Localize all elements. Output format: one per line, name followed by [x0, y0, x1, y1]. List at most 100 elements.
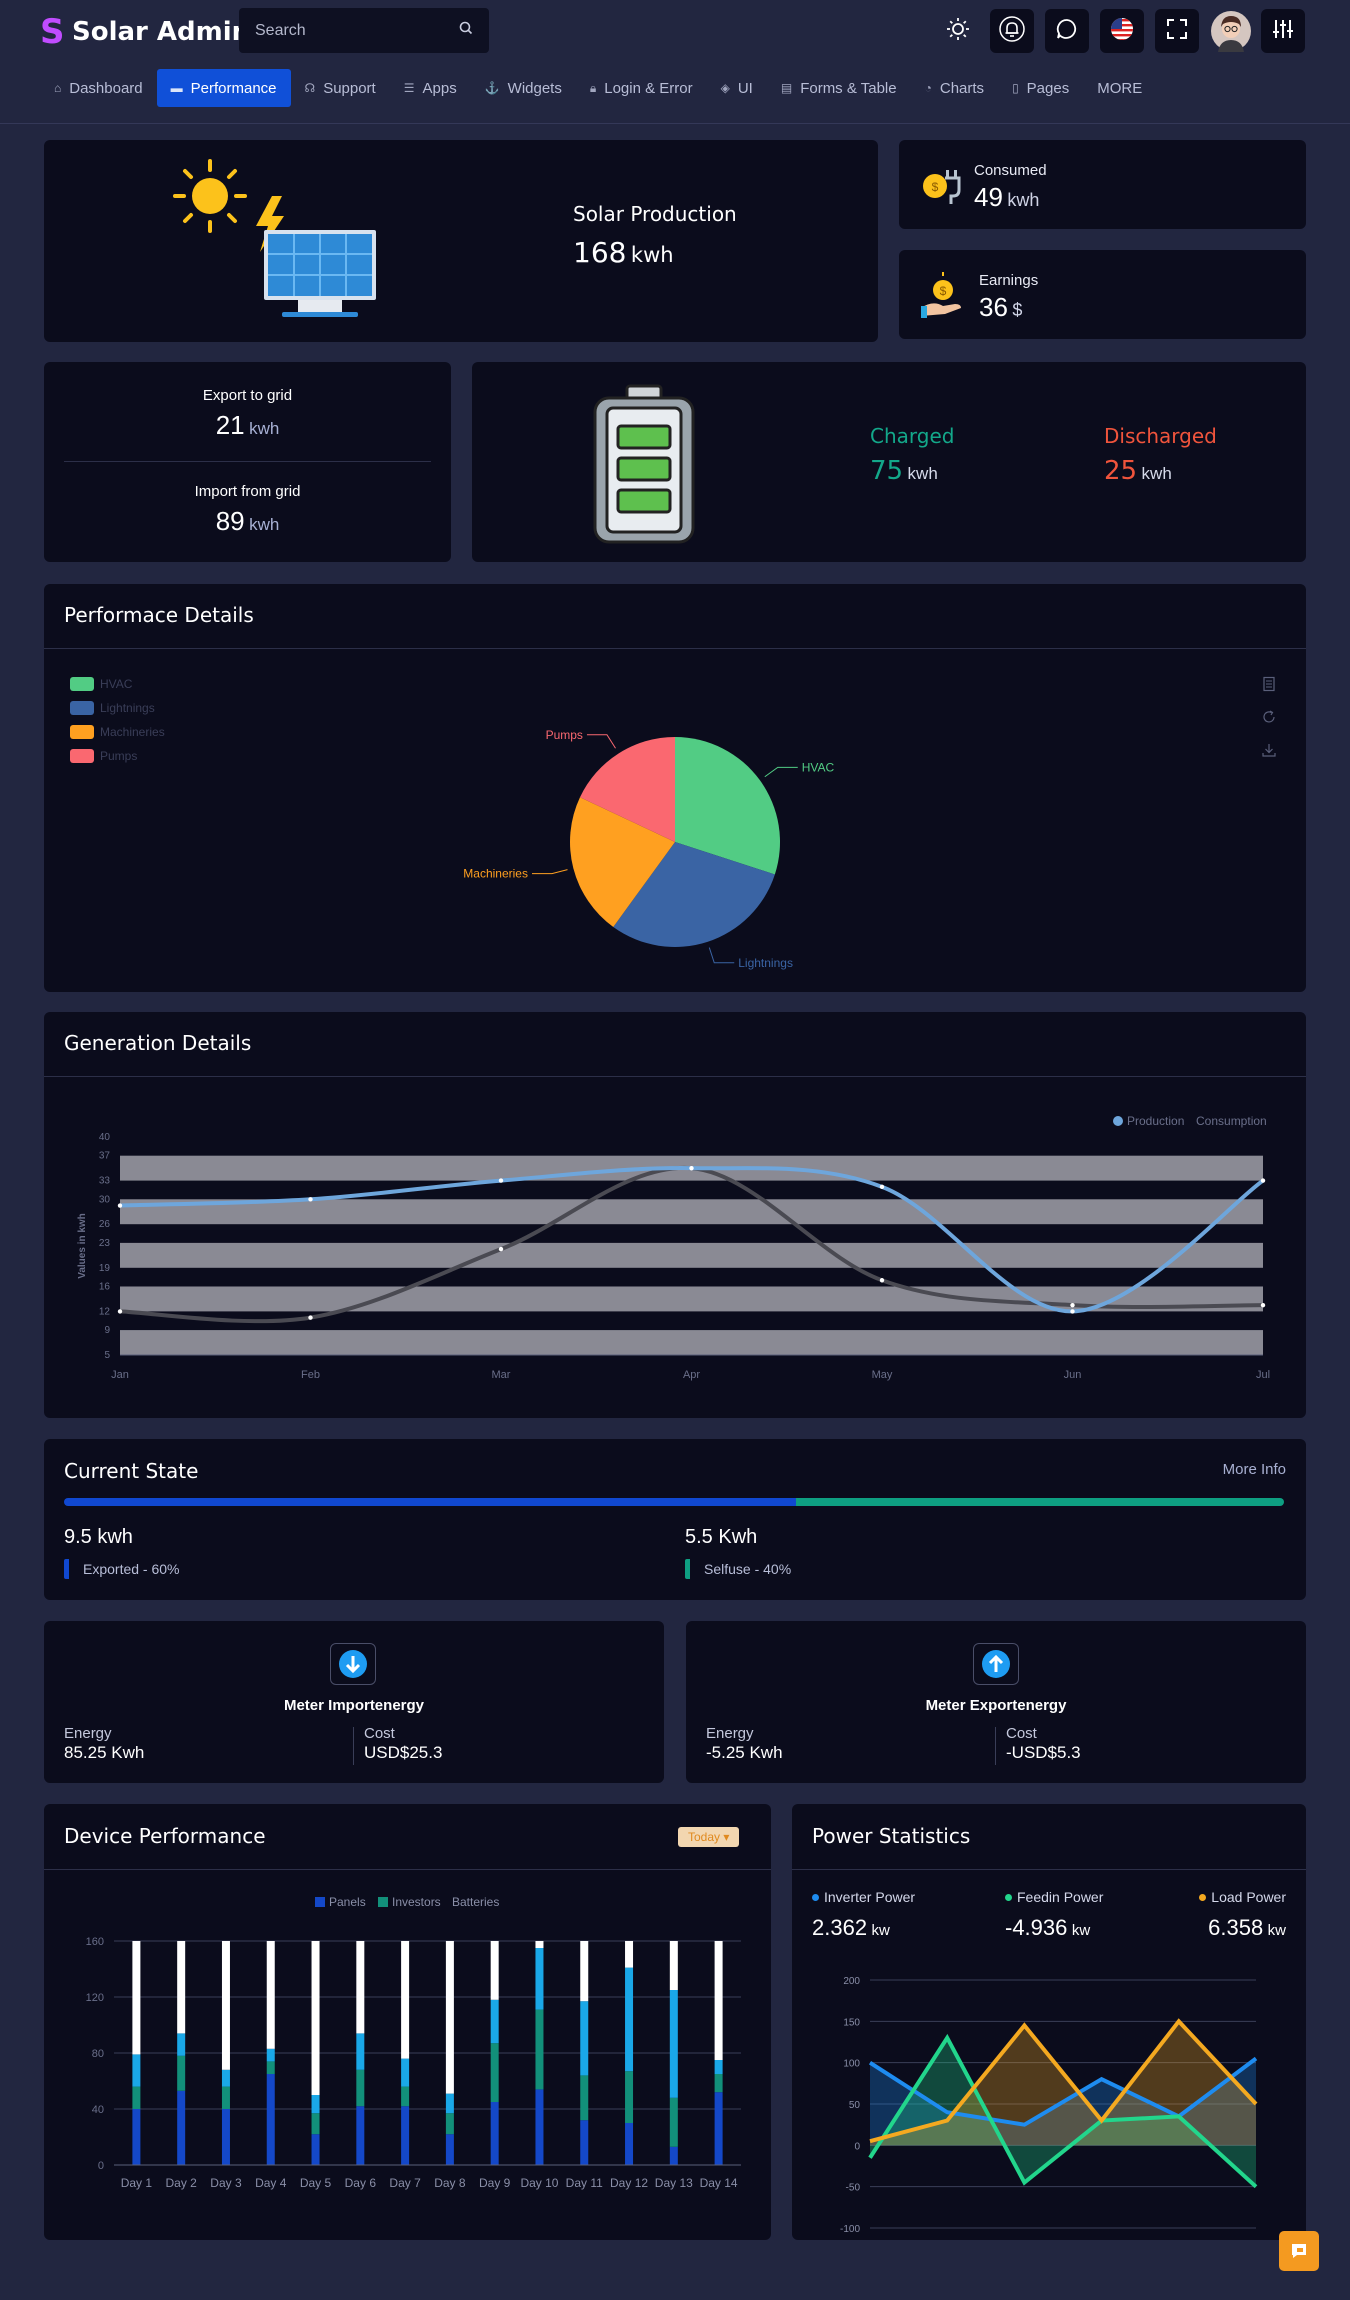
- bar-segment-remaining[interactable]: [266, 1941, 275, 2049]
- bar-segment-panels[interactable]: [625, 2123, 634, 2165]
- bar-segment-panels[interactable]: [535, 2089, 544, 2165]
- pie-legend-item[interactable]: Lightnings: [70, 696, 165, 720]
- bar-segment-investors[interactable]: [580, 2075, 589, 2121]
- bar-segment-remaining[interactable]: [445, 1941, 454, 2094]
- notifications-button[interactable]: [990, 9, 1034, 53]
- bar-segment-investors[interactable]: [669, 2097, 678, 2147]
- pie-legend-item[interactable]: Machineries: [70, 720, 165, 744]
- area-line-load-power[interactable]: [869, 2018, 1258, 2144]
- data-point[interactable]: [308, 1315, 313, 1320]
- bar-segment-batteries[interactable]: [580, 2001, 589, 2076]
- theme-toggle-button[interactable]: [936, 9, 980, 53]
- bar-segment-investors[interactable]: [401, 2086, 410, 2107]
- nav-item-pages[interactable]: ▯ Pages: [998, 69, 1083, 107]
- bar-segment-batteries[interactable]: [356, 2033, 365, 2070]
- data-point[interactable]: [879, 1278, 885, 1283]
- data-point[interactable]: [879, 1184, 885, 1190]
- bar-segment-batteries[interactable]: [311, 2095, 320, 2114]
- legend-panels[interactable]: Panels: [329, 1895, 366, 1909]
- bar-segment-panels[interactable]: [490, 2102, 499, 2165]
- bar-segment-panels[interactable]: [311, 2134, 320, 2165]
- legend-consumption[interactable]: Consumption: [1196, 1114, 1267, 1128]
- data-point[interactable]: [1070, 1302, 1075, 1308]
- data-point[interactable]: [117, 1309, 123, 1314]
- pie-slice[interactable]: [675, 737, 781, 875]
- pie-slice[interactable]: [579, 737, 675, 842]
- bar-segment-remaining[interactable]: [714, 1941, 723, 2060]
- data-point[interactable]: [1070, 1309, 1075, 1314]
- download-icon[interactable]: [1261, 742, 1277, 763]
- restore-icon[interactable]: [1261, 709, 1277, 730]
- export-arrow-button[interactable]: [973, 1643, 1019, 1685]
- bar-segment-batteries[interactable]: [490, 1999, 499, 2044]
- search-icon[interactable]: [459, 21, 473, 40]
- bar-segment-remaining[interactable]: [625, 1941, 634, 1968]
- fullscreen-button[interactable]: [1155, 9, 1199, 53]
- bar-segment-investors[interactable]: [356, 2069, 365, 2107]
- bar-segment-investors[interactable]: [311, 2113, 320, 2135]
- bar-segment-investors[interactable]: [445, 2113, 454, 2135]
- bar-segment-panels[interactable]: [580, 2120, 589, 2165]
- nav-item-forms-table[interactable]: ▤ Forms & Table: [767, 69, 911, 107]
- nav-item-login-error[interactable]: 🔒︎ Login & Error: [576, 69, 707, 107]
- settings-button[interactable]: [1261, 9, 1305, 53]
- legend-investors[interactable]: Investors: [392, 1895, 441, 1909]
- bar-segment-batteries[interactable]: [266, 2048, 275, 2062]
- bar-segment-investors[interactable]: [221, 2086, 230, 2109]
- nav-item-support[interactable]: ☊ Support: [291, 69, 390, 107]
- floating-chat-button[interactable]: [1279, 2231, 1319, 2271]
- app-logo[interactable]: S Solar Admin: [40, 14, 250, 50]
- bar-segment-remaining[interactable]: [490, 1941, 499, 2000]
- bar-segment-remaining[interactable]: [132, 1941, 141, 2055]
- bar-segment-investors[interactable]: [535, 2009, 544, 2090]
- bar-segment-investors[interactable]: [625, 2071, 634, 2123]
- bar-segment-panels[interactable]: [177, 2090, 186, 2165]
- bar-segment-remaining[interactable]: [177, 1941, 186, 2034]
- bar-segment-investors[interactable]: [266, 2061, 275, 2074]
- bar-segment-batteries[interactable]: [221, 2069, 230, 2087]
- bar-segment-batteries[interactable]: [445, 2093, 454, 2114]
- bar-segment-remaining[interactable]: [356, 1941, 365, 2034]
- bar-segment-investors[interactable]: [177, 2055, 186, 2091]
- bar-segment-remaining[interactable]: [669, 1941, 678, 1990]
- bar-segment-investors[interactable]: [132, 2086, 141, 2109]
- bar-segment-batteries[interactable]: [401, 2058, 410, 2087]
- data-point[interactable]: [498, 1246, 504, 1252]
- nav-item-widgets[interactable]: ⚓ Widgets: [471, 69, 576, 107]
- bar-segment-panels[interactable]: [132, 2109, 141, 2165]
- data-view-icon[interactable]: [1261, 676, 1277, 697]
- pie-legend-item[interactable]: HVAC: [70, 672, 165, 696]
- bar-segment-remaining[interactable]: [311, 1941, 320, 2095]
- data-point[interactable]: [689, 1165, 694, 1171]
- nav-item-dashboard[interactable]: ⌂ Dashboard: [40, 69, 157, 107]
- nav-item-more[interactable]: MORE: [1083, 69, 1156, 107]
- data-point[interactable]: [498, 1178, 504, 1183]
- nav-item-apps[interactable]: ☰ Apps: [390, 69, 471, 107]
- bar-segment-panels[interactable]: [221, 2109, 230, 2165]
- bar-segment-remaining[interactable]: [221, 1941, 230, 2070]
- area-line-inverter-power[interactable]: [868, 2056, 1258, 2127]
- pie-slice[interactable]: [613, 842, 775, 947]
- bar-segment-batteries[interactable]: [625, 1967, 634, 2072]
- nav-item-ui[interactable]: ◈ UI: [707, 69, 767, 107]
- search-input[interactable]: [255, 21, 445, 40]
- area-line-feedin-power[interactable]: [868, 2033, 1258, 2189]
- data-point[interactable]: [117, 1203, 123, 1208]
- legend-batteries[interactable]: Batteries: [452, 1895, 499, 1909]
- bar-segment-remaining[interactable]: [580, 1941, 589, 2002]
- nav-item-charts[interactable]: ◔ Charts: [911, 69, 998, 107]
- import-arrow-button[interactable]: [330, 1643, 376, 1685]
- data-point[interactable]: [1260, 1178, 1266, 1183]
- bar-segment-panels[interactable]: [669, 2146, 678, 2165]
- bar-segment-investors[interactable]: [714, 2074, 723, 2093]
- bar-segment-batteries[interactable]: [132, 2054, 141, 2087]
- bar-segment-remaining[interactable]: [535, 1941, 544, 1948]
- language-button[interactable]: [1100, 9, 1144, 53]
- bar-segment-panels[interactable]: [714, 2092, 723, 2165]
- more-info-link[interactable]: More Info: [1222, 1461, 1286, 1478]
- bar-segment-panels[interactable]: [401, 2106, 410, 2165]
- pie-slice[interactable]: [570, 797, 675, 927]
- bar-segment-investors[interactable]: [490, 2043, 499, 2102]
- period-dropdown[interactable]: Today ▾: [678, 1827, 740, 1847]
- bar-segment-panels[interactable]: [356, 2106, 365, 2165]
